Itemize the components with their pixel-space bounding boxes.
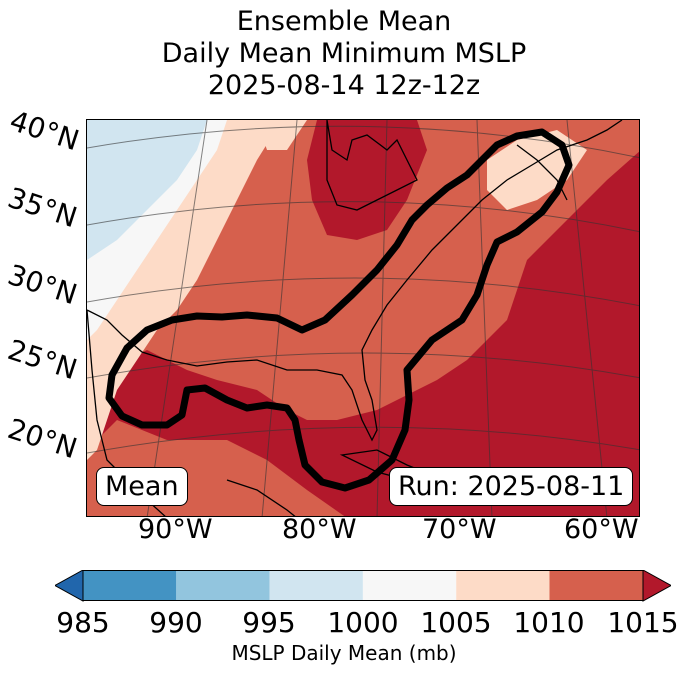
colorbar [55,570,671,602]
colorbar-extend-high [642,570,671,602]
run-date-box: Run: 2025-08-11 [389,467,634,506]
field-995-1000 [87,120,207,260]
lat-label-30: 30°N [3,258,82,312]
colorbar-bin-1005-1010 [456,570,550,601]
colorbar-tick-985: 985 [56,606,110,639]
lat-label-25: 25°N [3,333,82,387]
lon-label-80: 80°W [282,514,357,545]
map-canvas [87,120,639,516]
lat-label-20: 20°N [3,412,82,466]
map-panel [86,119,640,517]
title-line-3: 2025-08-14 12z-12z [207,70,481,101]
lon-label-60: 60°W [564,514,639,545]
colorbar-tick-1005: 1005 [420,606,492,639]
colorbar-bin-990-995 [176,570,270,601]
mean-label-box: Mean [96,467,188,506]
colorbar-extend-low [55,570,84,602]
colorbar-bin-995-1000 [269,570,363,601]
lon-label-90: 90°W [138,514,213,545]
colorbar-bin-1000-1005 [362,570,457,601]
colorbar-bin-985-990 [83,570,177,601]
colorbar-tick-1010: 1010 [513,606,585,639]
graticule [87,120,639,516]
title-line-1: Ensemble Mean [236,6,452,37]
mean-contour [105,128,573,492]
title-line-2: Daily Mean Minimum MSLP [161,38,527,69]
colorbar-tick-1015: 1015 [607,606,679,639]
colorbar-frame [82,570,644,601]
coastlines [87,120,623,516]
lat-label-35: 35°N [3,181,82,235]
colorbar-tick-990: 990 [149,606,203,639]
lon-label-70: 70°W [422,514,497,545]
colorbar-tick-1000: 1000 [327,606,399,639]
colorbar-tick-995: 995 [242,606,296,639]
colorbar-label: MSLP Daily Mean (mb) [231,641,457,665]
lat-label-40: 40°N [5,104,84,158]
colorbar-bin-1010-1015 [549,570,643,601]
field-great-lakes-high [307,120,427,240]
